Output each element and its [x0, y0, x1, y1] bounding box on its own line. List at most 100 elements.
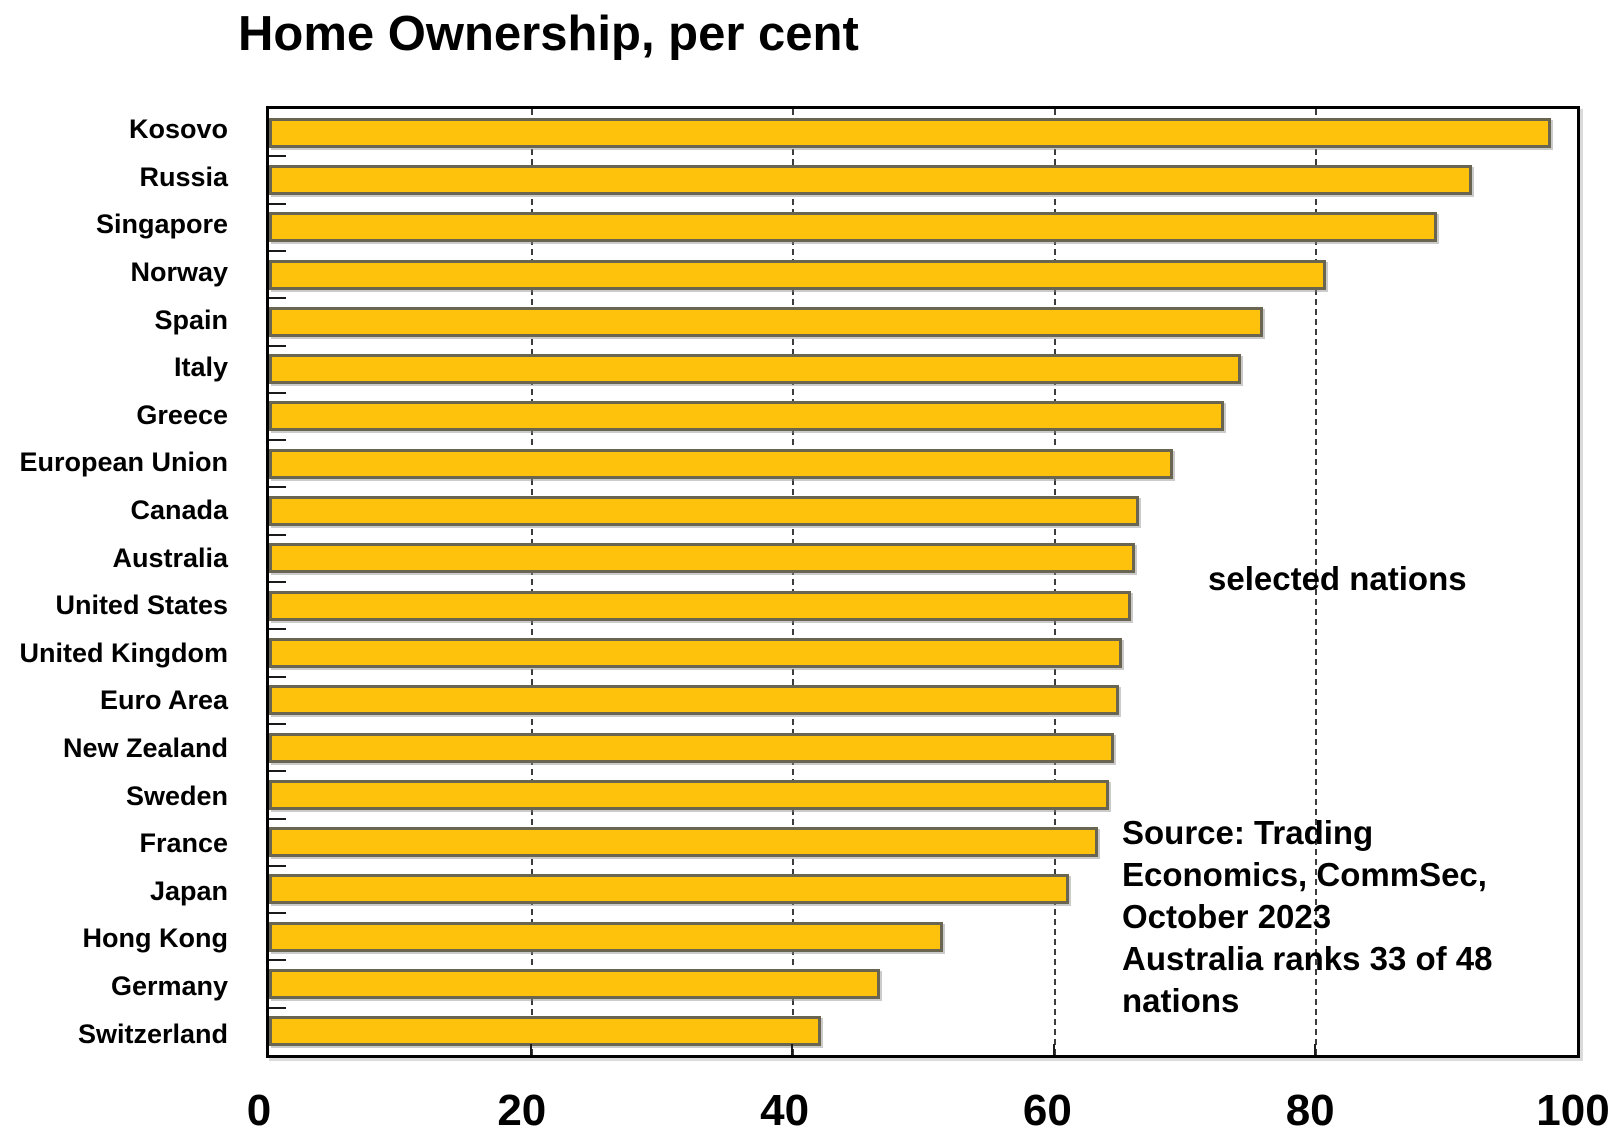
bar-italy	[269, 354, 1241, 385]
y-label-singapore: Singapore	[95, 209, 228, 240]
x-label-20: 20	[497, 1086, 547, 1135]
bar-sweden	[269, 779, 1109, 810]
gridline-20	[530, 109, 533, 1055]
bar-france	[269, 827, 1099, 858]
bar-japan	[269, 874, 1070, 905]
bar-row	[269, 487, 1577, 534]
y-tick-mark	[269, 155, 286, 158]
bar-australia	[269, 543, 1135, 574]
bar-row	[269, 204, 1577, 251]
x-label-0: 0	[246, 1086, 272, 1135]
y-label-italy: Italy	[173, 352, 228, 383]
gridline-60	[1053, 109, 1056, 1055]
y-label-japan: Japan	[149, 875, 228, 906]
bar-row	[269, 109, 1577, 156]
y-tick-mark	[269, 581, 286, 583]
y-label-norway: Norway	[130, 257, 228, 288]
bar-new-zealand	[269, 732, 1114, 763]
x-tick-mark-40	[791, 1044, 794, 1055]
y-tick-mark	[269, 817, 286, 820]
bar-rows	[269, 109, 1577, 1055]
y-tick-mark	[269, 1006, 286, 1009]
y-tick-mark	[269, 439, 286, 442]
bar-row	[269, 960, 1577, 1007]
y-tick-mark	[269, 770, 286, 773]
bar-row	[269, 677, 1577, 724]
y-label-france: France	[139, 828, 228, 859]
y-label-russia: Russia	[139, 161, 228, 192]
bar-germany	[269, 968, 880, 999]
x-tick-mark-80	[1314, 1044, 1317, 1055]
bar-row	[269, 913, 1577, 960]
y-axis-labels: Kosovo Russia Singapore Norway Spain Italy Gre…	[0, 106, 229, 1058]
y-label-new-zealand: New Zealand	[62, 733, 228, 764]
y-label-germany: Germany	[110, 970, 228, 1001]
bar-united-states	[269, 590, 1131, 621]
bar-row	[269, 156, 1577, 203]
bar-kosovo	[269, 117, 1551, 148]
bar-row	[269, 251, 1577, 298]
y-tick-mark	[269, 722, 286, 725]
y-tick-mark	[269, 297, 286, 300]
y-tick-mark	[269, 533, 286, 536]
bar-greece	[269, 401, 1224, 432]
y-label-greece: Greece	[136, 399, 228, 430]
x-label-60: 60	[1022, 1086, 1072, 1135]
x-tick-mark-20	[529, 1044, 532, 1055]
bar-row	[269, 724, 1577, 771]
y-tick-mark	[269, 628, 286, 631]
x-label-80: 80	[1285, 1086, 1335, 1135]
y-label-hong-kong: Hong Kong	[82, 923, 228, 954]
bar-canada	[269, 496, 1139, 527]
y-label-sweden: Sweden	[125, 780, 228, 811]
y-tick-mark	[269, 249, 286, 252]
bar-spain	[269, 306, 1264, 337]
chart-title: Home Ownership, per cent	[238, 7, 859, 61]
plot-area	[266, 106, 1580, 1058]
y-tick-mark	[269, 675, 286, 678]
bar-russia	[269, 164, 1473, 195]
y-tick-mark	[269, 344, 286, 347]
y-label-european-union: European Union	[19, 447, 229, 478]
bar-row	[269, 1008, 1577, 1055]
y-label-switzerland: Switzerland	[77, 1018, 228, 1049]
y-label-united-kingdom: United Kingdom	[19, 637, 228, 668]
x-label-100: 100	[1536, 1086, 1610, 1135]
y-tick-mark	[269, 912, 286, 915]
y-label-euro-area: Euro Area	[99, 685, 228, 716]
bar-row	[269, 345, 1577, 392]
bar-row	[269, 298, 1577, 345]
y-label-canada: Canada	[130, 495, 228, 526]
x-label-40: 40	[760, 1086, 810, 1135]
bar-hong-kong	[269, 921, 943, 952]
bar-row	[269, 818, 1577, 865]
y-tick-mark	[269, 864, 286, 867]
y-tick-mark	[269, 486, 286, 489]
bar-row	[269, 393, 1577, 440]
bar-european-union	[269, 448, 1173, 479]
source-annotation: Source: Trading Economics, CommSec, Octo…	[1122, 814, 1493, 1019]
bar-norway	[269, 259, 1326, 290]
y-label-united-states: United States	[55, 590, 228, 621]
y-label-spain: Spain	[154, 304, 228, 335]
gridline-40	[792, 109, 795, 1055]
y-label-kosovo: Kosovo	[128, 114, 228, 145]
bar-row	[269, 440, 1577, 487]
x-tick-mark-60	[1052, 1044, 1055, 1055]
bar-row	[269, 535, 1577, 582]
y-tick-mark	[269, 202, 286, 205]
bar-united-kingdom	[269, 637, 1122, 668]
gridline-80	[1315, 109, 1318, 1055]
bar-singapore	[269, 212, 1438, 243]
y-label-australia: Australia	[112, 542, 228, 573]
bar-row	[269, 582, 1577, 629]
bar-row	[269, 629, 1577, 676]
y-tick-mark	[269, 959, 286, 962]
bar-row	[269, 771, 1577, 818]
bar-euro-area	[269, 685, 1120, 716]
y-tick-mark	[269, 391, 286, 394]
selected-nations-annotation: selected nations	[1208, 560, 1467, 597]
bar-row	[269, 866, 1577, 913]
bar-switzerland	[269, 1016, 821, 1047]
